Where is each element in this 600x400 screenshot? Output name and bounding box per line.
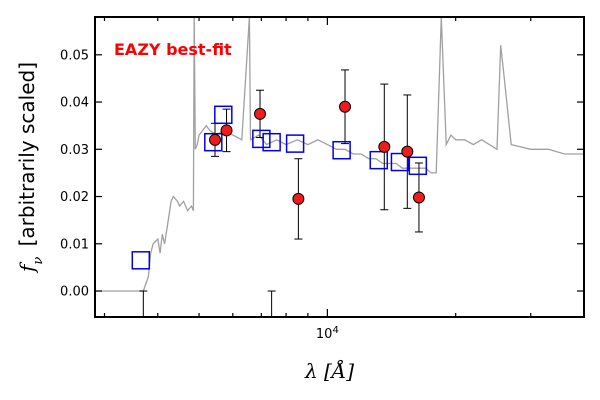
observed-flux-point <box>412 191 425 204</box>
axis-ticks <box>95 17 585 317</box>
model-flux-box <box>252 129 271 149</box>
model-flux-box <box>332 140 351 160</box>
fit-annotation: EAZY best-fit <box>114 40 232 59</box>
model-flux-box <box>369 150 389 170</box>
model-flux-box <box>131 251 151 270</box>
model-flux-box <box>214 105 233 125</box>
model-flux-box <box>390 152 410 172</box>
plot-frame <box>94 16 585 318</box>
y-tick-labels: 0.00 0.01 0.02 0.03 0.04 0.05 <box>60 48 89 299</box>
model-flux-box <box>204 132 223 152</box>
model-flux-box <box>285 134 305 153</box>
y-tick-label: 0.04 <box>60 96 89 111</box>
observed-photometry-points <box>209 100 425 205</box>
model-flux-box <box>408 156 428 176</box>
errorbars <box>139 69 423 317</box>
x-tick-label-1e4: 104 <box>316 325 339 343</box>
observed-flux-point <box>339 100 352 113</box>
sed-polyline <box>95 17 584 292</box>
sed-model-line <box>95 17 584 292</box>
observed-flux-point <box>220 124 233 137</box>
model-flux-box <box>262 132 281 152</box>
y-tick-label: 0.03 <box>60 143 89 158</box>
observed-flux-point <box>292 192 305 205</box>
y-tick-label: 0.00 <box>60 285 89 300</box>
y-tick-label: 0.05 <box>60 48 89 63</box>
observed-flux-point <box>401 145 414 158</box>
x-axis-label: λ [Å] <box>304 358 354 383</box>
observed-flux-point <box>378 140 391 153</box>
observed-flux-point <box>209 133 222 146</box>
y-tick-label: 0.01 <box>60 237 89 252</box>
y-axis-label: fν [arbitrarily scaled] <box>15 62 46 274</box>
y-tick-label: 0.02 <box>60 190 89 205</box>
observed-flux-point <box>254 107 267 120</box>
model-photometry-boxes <box>131 105 428 270</box>
